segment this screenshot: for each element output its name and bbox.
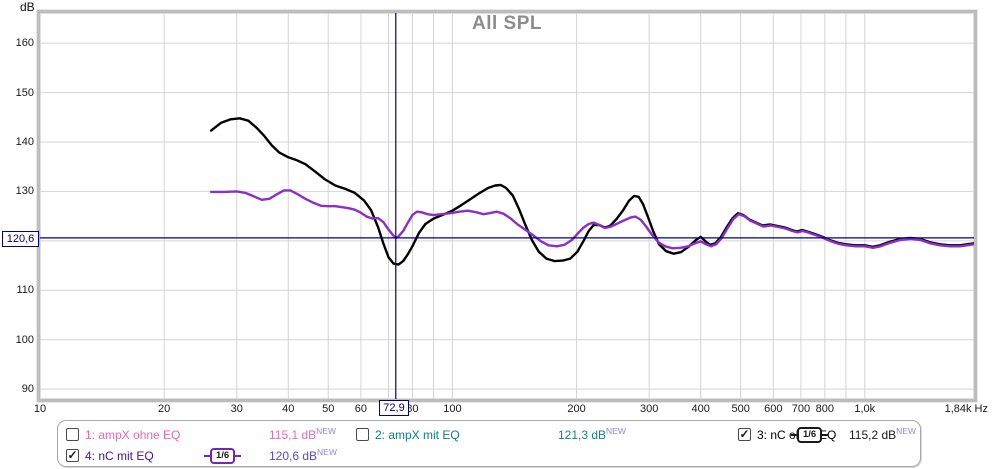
y-tick-160: 160 bbox=[15, 37, 34, 50]
x-tick-400: 400 bbox=[691, 403, 710, 415]
y-tick-140: 140 bbox=[15, 135, 34, 148]
smoothing-1-6-icon: 1/6 bbox=[791, 426, 829, 444]
x-tick-600: 600 bbox=[764, 403, 783, 415]
legend-value-2: 121,3 dBNEW bbox=[558, 426, 626, 442]
x-tick-200: 200 bbox=[567, 403, 586, 415]
x-tick-100: 100 bbox=[443, 403, 462, 415]
legend-label-2[interactable]: 2: ampX mit EQ bbox=[375, 428, 460, 442]
x-tick-700: 700 bbox=[791, 403, 811, 415]
cursor-db-readout: 120,6 bbox=[2, 231, 39, 247]
y-tick-90: 90 bbox=[21, 383, 34, 396]
x-tick-1000: 1,0k bbox=[854, 403, 876, 415]
x-tick-300: 300 bbox=[639, 403, 659, 415]
y-tick-150: 150 bbox=[15, 86, 34, 99]
legend-panel: 1: ampX ohne EQ 115,1 dBNEW 2: ampX mit … bbox=[57, 420, 921, 467]
legend-checkbox-1[interactable] bbox=[66, 428, 79, 441]
legend-value-4: 120,6 dBNEW bbox=[269, 447, 337, 463]
new-badge: NEW bbox=[316, 426, 336, 436]
legend-label-1[interactable]: 1: ampX ohne EQ bbox=[85, 428, 181, 442]
x-tick-1840: 1,84k Hz bbox=[944, 403, 988, 415]
cursor-frequency-readout: 72,9 bbox=[379, 400, 409, 416]
db-axis-unit-label: dB bbox=[20, 0, 35, 14]
x-tick-60: 60 bbox=[354, 403, 368, 415]
x-tick-50: 50 bbox=[322, 403, 335, 415]
legend-checkbox-4[interactable]: ✓ bbox=[66, 448, 79, 462]
series-4-nc-mit-eq bbox=[209, 189, 974, 250]
x-tick-20: 20 bbox=[158, 403, 171, 415]
legend-label-4[interactable]: 4: nC mit EQ bbox=[85, 449, 154, 463]
y-tick-110: 110 bbox=[16, 284, 34, 297]
x-tick-80: 80 bbox=[406, 403, 419, 415]
x-tick-30: 30 bbox=[230, 403, 243, 415]
new-badge: NEW bbox=[606, 426, 626, 436]
chart-plot-area[interactable] bbox=[37, 10, 977, 402]
y-tick-100: 100 bbox=[15, 333, 34, 346]
new-badge: NEW bbox=[317, 447, 337, 457]
legend-checkbox-2[interactable] bbox=[356, 428, 369, 441]
spl-chart-canvas bbox=[40, 13, 974, 399]
new-badge: NEW bbox=[896, 426, 916, 436]
legend-checkbox-3[interactable]: ✓ bbox=[738, 427, 751, 441]
x-tick-40: 40 bbox=[282, 403, 295, 415]
y-tick-130: 130 bbox=[15, 185, 34, 198]
legend-value-1: 115,1 dBNEW bbox=[269, 426, 336, 442]
legend-value-3: 115,2 dBNEW bbox=[849, 426, 916, 442]
x-tick-500: 500 bbox=[731, 403, 750, 415]
x-tick-800: 800 bbox=[815, 403, 834, 415]
smoothing-1-6-icon: 1/6 bbox=[204, 447, 242, 465]
x-tick-10: 10 bbox=[33, 403, 47, 415]
